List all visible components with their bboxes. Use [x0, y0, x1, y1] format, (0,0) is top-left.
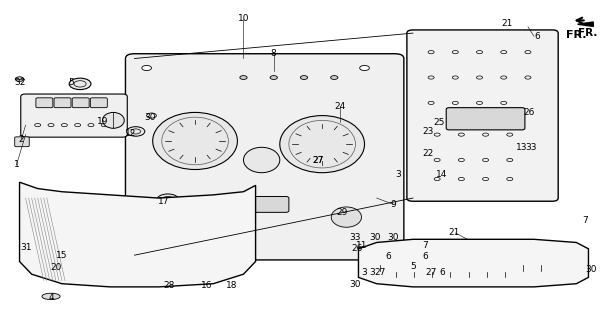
- Text: 17: 17: [158, 197, 170, 206]
- Ellipse shape: [156, 207, 186, 227]
- Text: 7: 7: [582, 216, 589, 225]
- Ellipse shape: [42, 293, 60, 300]
- Text: 31: 31: [20, 243, 32, 252]
- Text: 18: 18: [226, 281, 237, 291]
- Circle shape: [157, 194, 179, 205]
- Ellipse shape: [103, 112, 124, 128]
- Text: 3: 3: [395, 170, 401, 179]
- FancyBboxPatch shape: [21, 94, 127, 137]
- Text: 4: 4: [48, 292, 54, 301]
- Text: 3: 3: [369, 268, 375, 277]
- Text: 6: 6: [386, 252, 392, 261]
- Ellipse shape: [280, 116, 365, 173]
- Text: 26: 26: [351, 244, 363, 253]
- Text: 6: 6: [439, 268, 445, 277]
- Text: 27: 27: [375, 268, 386, 277]
- FancyBboxPatch shape: [91, 98, 107, 108]
- FancyBboxPatch shape: [210, 196, 289, 212]
- Text: 13: 13: [516, 143, 528, 152]
- FancyBboxPatch shape: [54, 98, 71, 108]
- Text: 30: 30: [370, 233, 381, 242]
- Ellipse shape: [26, 200, 122, 263]
- Text: 27: 27: [426, 268, 437, 277]
- Text: 5: 5: [410, 262, 416, 271]
- FancyBboxPatch shape: [36, 98, 53, 108]
- Text: 7: 7: [422, 241, 428, 250]
- FancyBboxPatch shape: [15, 137, 29, 147]
- PathPatch shape: [19, 182, 255, 287]
- FancyBboxPatch shape: [446, 108, 525, 130]
- Text: 20: 20: [50, 263, 61, 272]
- Text: 5: 5: [68, 78, 74, 87]
- PathPatch shape: [359, 239, 589, 287]
- Polygon shape: [578, 22, 593, 27]
- Text: 21: 21: [449, 228, 460, 237]
- Text: 30: 30: [387, 233, 399, 242]
- Text: 15: 15: [56, 251, 67, 260]
- FancyBboxPatch shape: [407, 30, 558, 201]
- Text: 24: 24: [334, 101, 346, 111]
- Ellipse shape: [52, 265, 67, 270]
- Text: 23: 23: [423, 127, 434, 136]
- FancyBboxPatch shape: [125, 54, 404, 260]
- Text: 6: 6: [422, 252, 428, 261]
- Text: 14: 14: [436, 170, 447, 179]
- Text: 28: 28: [164, 281, 174, 291]
- Text: 9: 9: [391, 200, 396, 209]
- Text: 21: 21: [501, 19, 513, 28]
- Circle shape: [331, 76, 338, 79]
- Circle shape: [270, 76, 277, 79]
- Ellipse shape: [119, 219, 150, 241]
- Text: 29: 29: [336, 208, 348, 217]
- Text: 30: 30: [350, 280, 361, 289]
- Text: 19: 19: [97, 117, 109, 126]
- Circle shape: [300, 76, 308, 79]
- Text: FR.: FR.: [566, 30, 587, 40]
- Circle shape: [142, 66, 151, 70]
- Circle shape: [240, 76, 247, 79]
- Text: 33: 33: [525, 143, 537, 152]
- Text: 32: 32: [14, 78, 26, 87]
- Circle shape: [360, 246, 370, 252]
- Text: 2: 2: [19, 135, 24, 144]
- Text: 27: 27: [313, 156, 323, 164]
- Text: 1: 1: [13, 160, 19, 169]
- Ellipse shape: [153, 112, 238, 170]
- Text: 12: 12: [125, 129, 136, 138]
- Text: 22: 22: [423, 149, 434, 158]
- Ellipse shape: [140, 203, 226, 260]
- Circle shape: [142, 246, 151, 252]
- Circle shape: [69, 78, 91, 90]
- Text: 25: 25: [434, 118, 444, 127]
- Text: 30: 30: [586, 265, 597, 274]
- Text: 6: 6: [534, 32, 540, 41]
- Text: FR.: FR.: [578, 28, 598, 38]
- Text: 33: 33: [350, 233, 361, 242]
- Ellipse shape: [243, 147, 280, 173]
- Circle shape: [126, 127, 145, 136]
- Ellipse shape: [331, 207, 362, 227]
- Text: 27: 27: [313, 156, 324, 164]
- Text: 8: 8: [271, 49, 277, 58]
- Text: 16: 16: [201, 281, 213, 291]
- FancyBboxPatch shape: [72, 98, 89, 108]
- Text: 30: 30: [144, 113, 156, 122]
- Text: 10: 10: [238, 14, 249, 23]
- Circle shape: [360, 66, 370, 70]
- Text: 3: 3: [362, 268, 367, 277]
- Text: 26: 26: [523, 108, 535, 117]
- Text: 11: 11: [356, 241, 367, 250]
